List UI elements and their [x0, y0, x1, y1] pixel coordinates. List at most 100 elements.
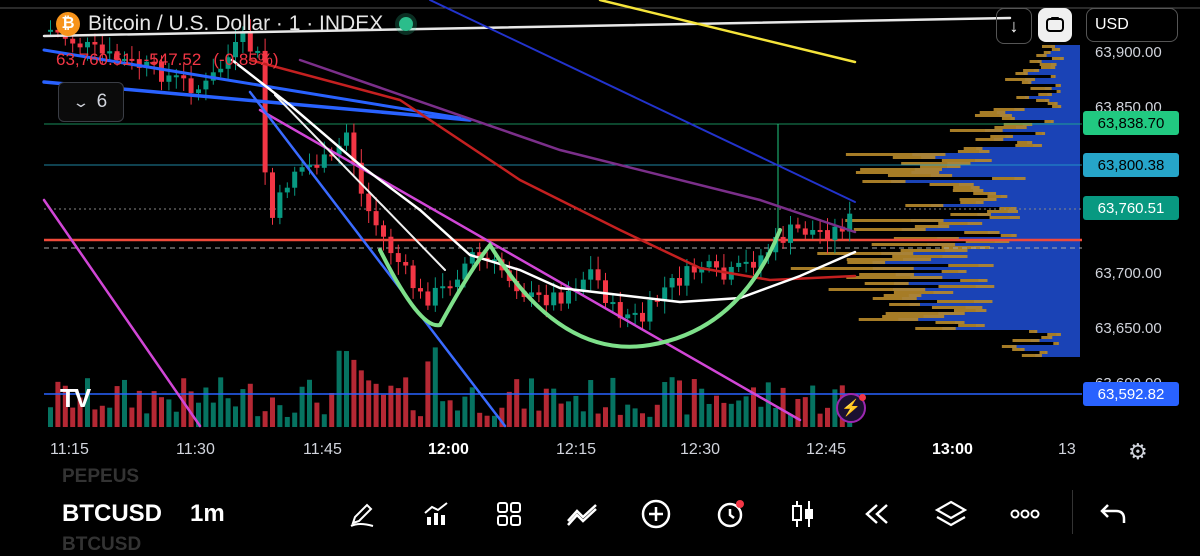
profile-bar [1050, 63, 1080, 66]
volume-bar [551, 388, 557, 427]
layers-icon[interactable] [933, 496, 969, 532]
moving-average [248, 58, 857, 282]
undo-icon[interactable] [1095, 496, 1131, 532]
tradingview-logo[interactable]: TV [60, 383, 91, 413]
volume-bar [292, 412, 298, 427]
grid-icon[interactable] [491, 496, 527, 532]
volume-bar [70, 407, 76, 427]
candle [336, 145, 342, 155]
profile-bar [941, 159, 992, 162]
lightning-icon[interactable]: ⚡ [836, 393, 866, 423]
scroll-to-latest-button[interactable]: ↓ [996, 8, 1032, 44]
trend-line [248, 90, 507, 428]
candle [588, 269, 594, 280]
profile-bar [1059, 57, 1080, 60]
profile-bar [1037, 60, 1080, 63]
profile-bar [935, 321, 965, 324]
profile-bar [846, 258, 932, 261]
x-tick: 13 [1058, 441, 1076, 458]
volume-bar [691, 379, 697, 427]
volume-bar [403, 377, 409, 427]
profile-bar [908, 294, 1080, 297]
profile-bar [1041, 336, 1053, 339]
volume-bar [395, 388, 401, 427]
volume-bar [55, 381, 61, 427]
volume-bar [699, 388, 705, 427]
candle [85, 41, 90, 48]
profile-bar [1041, 45, 1056, 48]
bitcoin-icon: ₿ [56, 12, 80, 36]
profile-bar [1053, 75, 1080, 78]
profile-bar [923, 315, 1080, 318]
alert-clock-icon[interactable] [712, 496, 748, 532]
profile-bar [942, 327, 1080, 330]
candle [92, 41, 98, 45]
candle [159, 62, 164, 82]
volume-bar [543, 388, 549, 427]
profile-bar [1015, 126, 1080, 129]
interval-button[interactable]: 1m [190, 500, 225, 527]
volume-bar [418, 416, 423, 427]
profile-bar [1027, 141, 1080, 144]
market-status-icon[interactable] [399, 17, 414, 31]
price-change-percent: (-0.85%) [213, 50, 279, 69]
candle [706, 261, 712, 268]
moving-average [230, 58, 857, 304]
profile-bar [912, 153, 1080, 156]
price-change: -547.52 [143, 50, 202, 69]
volume-bar [529, 378, 534, 427]
profile-bar [1024, 96, 1080, 99]
candles-icon[interactable] [785, 496, 821, 532]
chevron-down-icon: ⌄ [71, 93, 90, 110]
profile-bar [978, 264, 1080, 267]
volume-bar [166, 399, 172, 427]
profile-bar [1015, 144, 1042, 147]
more-icon[interactable] [1007, 496, 1043, 532]
chart-area[interactable]: ₿ Bitcoin / U.S. Dollar · 1 · INDEX 63,7… [0, 0, 1200, 466]
profile-bar [973, 300, 1080, 303]
profile-bar [862, 180, 906, 183]
profile-bar [985, 129, 1080, 132]
volume-bar [218, 377, 224, 427]
candle [595, 269, 601, 281]
profile-bar [979, 111, 1006, 114]
candle [270, 172, 275, 218]
price-chart[interactable] [0, 0, 1200, 466]
candle [758, 255, 764, 268]
profile-bar [967, 222, 1080, 225]
chart-indicator-icon[interactable] [418, 496, 454, 532]
snapshot-button[interactable] [1038, 8, 1072, 42]
price-change-line: 63,760.51 -547.52 (-0.85%) [56, 50, 279, 70]
profile-bar [1047, 102, 1058, 105]
volume-bar [810, 385, 816, 427]
volume-bar [506, 391, 512, 427]
profile-bar [1056, 90, 1061, 93]
candle [255, 50, 261, 53]
indicators-toggle-button[interactable]: ⌄ 6 [58, 82, 124, 122]
volume-bar [203, 387, 209, 427]
candle [529, 292, 534, 298]
currency-select[interactable]: USD [1086, 8, 1178, 42]
volume-bar [625, 404, 631, 427]
profile-bar [1028, 81, 1080, 84]
settings-icon[interactable]: ⚙ [1128, 439, 1148, 464]
trend-line-icon[interactable] [564, 496, 600, 532]
x-tick: 12:15 [556, 441, 597, 458]
symbol-header[interactable]: ₿ Bitcoin / U.S. Dollar · 1 · INDEX [56, 12, 414, 36]
rewind-icon[interactable] [859, 496, 895, 532]
symbol-button[interactable]: BTCUSD [62, 500, 162, 527]
symbol-title[interactable]: Bitcoin / U.S. Dollar · 1 · INDEX [88, 12, 384, 35]
volume-bar [114, 386, 120, 427]
volume-bar [566, 401, 571, 427]
profile-bar [847, 261, 886, 264]
profile-bar [893, 237, 959, 240]
volume-bar [77, 397, 83, 427]
symbol-list-ghost: BTCUSD [62, 534, 142, 555]
candle [196, 89, 201, 94]
profile-bar [975, 324, 1080, 327]
pencil-icon[interactable] [344, 496, 380, 532]
plus-icon[interactable] [638, 496, 674, 532]
profile-bar [947, 162, 1080, 165]
candle [625, 314, 631, 319]
candle [284, 187, 290, 193]
